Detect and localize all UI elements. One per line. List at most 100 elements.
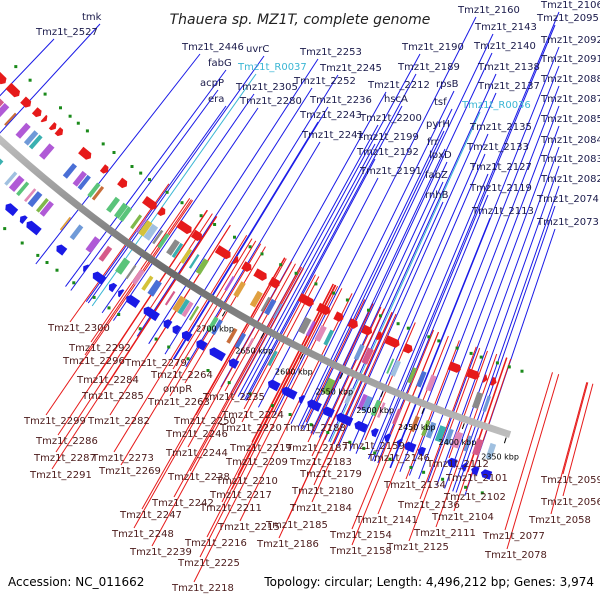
gene-label-forward: acpP [200, 78, 224, 89]
gene-label-reverse: Tmz1t_2242 [151, 498, 214, 509]
gene-label-reverse: Tmz1t_2239 [129, 547, 192, 558]
forward-gene-arrow [92, 271, 107, 285]
gene-label-reverse: Tmz1t_2238 [167, 472, 230, 483]
leader-line-reverse [109, 224, 231, 416]
summary-text: Topology: circular; Length: 4,496,212 bp… [263, 575, 594, 589]
gene-label-reverse: Tmz1t_2059 [540, 475, 600, 486]
leader-line-forward [418, 105, 560, 480]
forward-gene-arrow [298, 395, 306, 404]
cog-feature [425, 374, 437, 392]
gene-label-reverse: Tmz1t_2210 [215, 476, 278, 487]
cog-feature [264, 298, 277, 316]
feature-dot [36, 253, 40, 257]
cog-feature [180, 248, 193, 264]
gene-label-reverse: Tmz1t_2188 [283, 423, 346, 434]
feature-dot [14, 65, 18, 69]
gene-label-forward: Tmz1t_2087 [540, 94, 600, 105]
gene-label-forward: Tmz1t_2074 [536, 194, 599, 205]
gene-label-forward: Tmz1t_2189 [397, 62, 460, 73]
feature-dot [68, 114, 72, 118]
gene-label-reverse: Tmz1t_2269 [98, 466, 161, 477]
gene-label-forward: Tmz1t_2192 [356, 147, 419, 158]
gene-label-reverse: Tmz1t_2263 [147, 397, 210, 408]
gene-label-forward: Tmz1t_2083 [540, 154, 600, 165]
leader-line-forward [112, 107, 259, 321]
leader-line-forward [173, 106, 329, 360]
gene-label-forward: Tmz1t_2073 [536, 217, 599, 228]
feature-dot [20, 241, 24, 245]
cog-feature [114, 202, 129, 219]
gene-label-reverse: Tmz1t_2247 [119, 510, 182, 521]
cog-feature [72, 170, 87, 187]
feature-dot [409, 466, 413, 469]
leader-line-reverse [419, 346, 477, 500]
feature-dot [294, 271, 298, 275]
leader-line-reverse [278, 308, 385, 539]
gene-label-reverse: Tmz1t_2134 [383, 480, 446, 491]
gene-labels: tmk Tmz1t_2527 Tmz1t_2446 uvrC fabG Tmz1t_R00… [23, 0, 600, 594]
reverse-gene-arrow [384, 335, 400, 348]
gene-label-reverse: Tmz1t_2158 [329, 546, 392, 557]
forward-cog-track [0, 158, 497, 460]
cog-feature [234, 332, 247, 349]
gene-label-reverse: Tmz1t_2246 [165, 429, 228, 440]
forward-gene-arrow [447, 457, 458, 468]
cog-feature [157, 233, 170, 249]
feature-dot [326, 431, 330, 434]
feature-dot [199, 214, 203, 218]
feature-dot [55, 268, 59, 272]
forward-gene-arrow [163, 319, 173, 329]
gene-label-forward: Tmz1t_2527 [35, 27, 98, 38]
gene-label-reverse: Tmz1t_2285 [81, 391, 144, 402]
gene-label-forward: Tmz1t_2243 [299, 110, 362, 121]
leader-line-forward [35, 53, 201, 265]
cog-feature [224, 276, 235, 291]
feature-tracks [0, 65, 524, 495]
kbp-tick-mark [503, 437, 507, 444]
cog-feature [77, 174, 91, 191]
leader-line-reverse [562, 383, 594, 497]
reverse-gene-arrow [333, 311, 344, 322]
gene-label-reverse: Tmz1t_2184 [289, 503, 352, 514]
cog-feature [188, 305, 200, 321]
cog-feature [27, 191, 43, 208]
feature-dot [233, 235, 236, 239]
leader-line-reverse [187, 261, 293, 448]
cog-feature [376, 402, 386, 418]
forward-gene-arrow [118, 289, 125, 298]
reverse-gene-arrow [402, 343, 413, 354]
forward-gene-arrow [461, 462, 468, 472]
forward-gene-arrow [480, 469, 493, 480]
cog-feature [69, 224, 84, 241]
gene-label-forward: Tmz1t_R0036 [461, 100, 531, 111]
reverse-gene-arrow [316, 302, 331, 316]
cog-feature [451, 431, 464, 449]
leader-line-forward [70, 89, 219, 291]
genome-backbone [0, 134, 512, 438]
forward-gene-arrow [209, 347, 226, 362]
feature-dot [367, 308, 370, 312]
leader-line-forward [368, 173, 489, 460]
gene-label-reverse: Tmz1t_2235 [202, 392, 265, 403]
forward-gene-arrow [396, 438, 403, 448]
feature-dot [396, 322, 400, 326]
cog-feature [206, 316, 219, 333]
gene-label-forward: uvrC [246, 44, 269, 55]
feature-dot [373, 451, 377, 455]
leader-line-reverse [307, 303, 374, 443]
leader-line-forward [329, 111, 481, 443]
leader-line-forward [87, 55, 265, 304]
forward-gene-arrow [268, 379, 281, 392]
reverse-gene-arrow [466, 368, 480, 380]
gene-label-reverse: Tmz1t_2292 [68, 343, 131, 354]
gene-label-reverse: Tmz1t_2286 [35, 436, 98, 447]
cog-feature [39, 143, 55, 160]
cog-feature [143, 223, 159, 241]
cog-feature [8, 175, 25, 192]
cog-feature [171, 242, 184, 258]
cog-feature [118, 206, 133, 222]
cog-feature [443, 428, 454, 446]
cog-feature [181, 301, 194, 318]
leader-line-reverse [221, 283, 335, 503]
reverse-gene-arrow [142, 196, 157, 210]
